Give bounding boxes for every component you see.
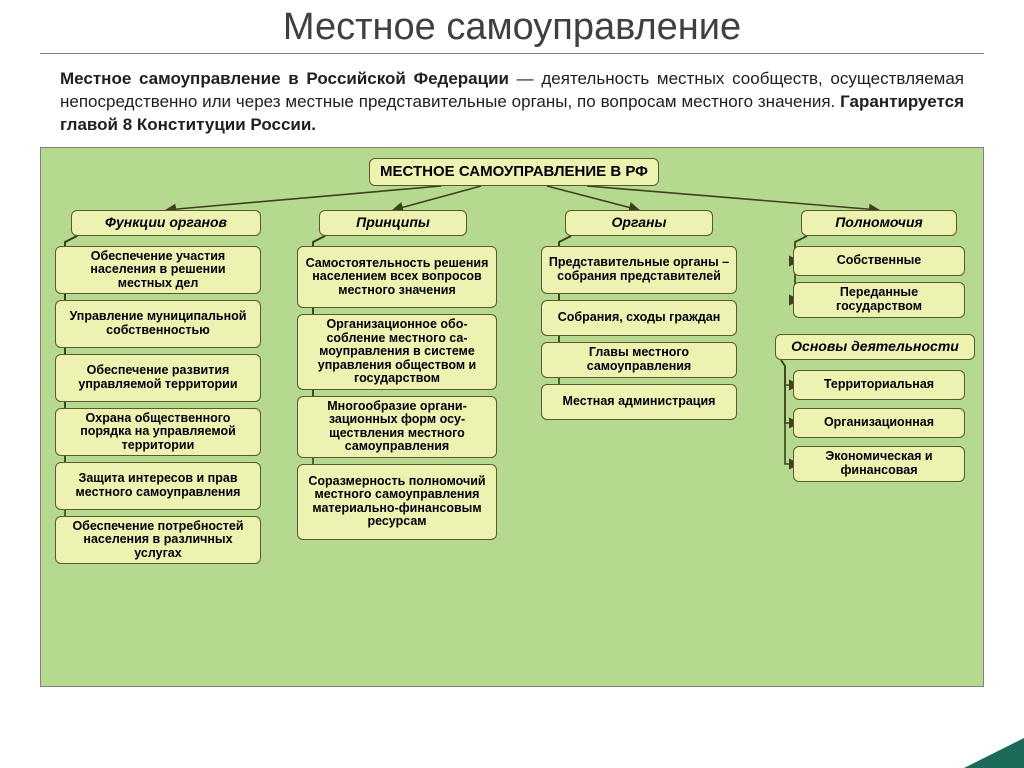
col-1-item-1: Организационное обо­собление местного са… xyxy=(297,314,497,390)
root-node: МЕСТНОЕ САМОУПРАВЛЕНИЕ В РФ xyxy=(369,158,659,186)
extra-header: Основы деятельности xyxy=(775,334,975,360)
col-0-header: Функции органов xyxy=(71,210,261,236)
col-1-item-0: Самостоятельность решения населением все… xyxy=(297,246,497,308)
slide-corner-decoration xyxy=(964,738,1024,768)
intro-paragraph: Местное самоуправление в Российской Феде… xyxy=(60,68,964,137)
col-3-header: Полномочия xyxy=(801,210,957,236)
col-2-item-0: Представительные органы – собрания предс… xyxy=(541,246,737,294)
col-0-item-0: Обеспечение участия населения в решении … xyxy=(55,246,261,294)
col-1-header: Принципы xyxy=(319,210,467,236)
col-0-item-4: Защита интересов и прав местного самоупр… xyxy=(55,462,261,510)
page-title: Местное самоуправление xyxy=(40,0,984,54)
col-1-item-3: Соразмерность полно­мочий местного само­… xyxy=(297,464,497,540)
col-2-item-1: Собрания, сходы граждан xyxy=(541,300,737,336)
diagram: МЕСТНОЕ САМОУПРАВЛЕНИЕ В РФ Функции орган… xyxy=(40,147,984,687)
col-1-item-2: Многообразие органи­зационных форм осу­щ… xyxy=(297,396,497,458)
col-2-item-2: Главы местного самоуправления xyxy=(541,342,737,378)
extra-item-1: Организационная xyxy=(793,408,965,438)
col-2-item-3: Местная администрация xyxy=(541,384,737,420)
col-0-item-2: Обеспечение развития управляемой террито… xyxy=(55,354,261,402)
extra-item-0: Территориальная xyxy=(793,370,965,400)
col-3-item-1: Переданные государством xyxy=(793,282,965,318)
col-2-header: Органы xyxy=(565,210,713,236)
col-0-item-1: Управление муниципальной собственностью xyxy=(55,300,261,348)
col-0-item-3: Охрана общественного порядка на управляе… xyxy=(55,408,261,456)
col-3-item-0: Собственные xyxy=(793,246,965,276)
intro-bold-1: Местное самоуправление в Российской Феде… xyxy=(60,69,509,88)
col-0-item-5: Обеспечение потребнос­тей населения в ра… xyxy=(55,516,261,564)
extra-item-2: Экономическая и финансовая xyxy=(793,446,965,482)
